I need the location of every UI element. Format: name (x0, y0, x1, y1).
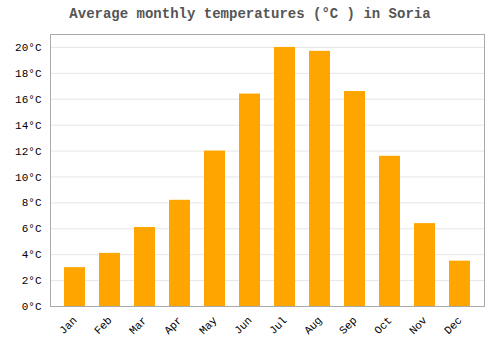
svg-text:0°C: 0°C (22, 301, 42, 313)
svg-text:4°C: 4°C (22, 249, 42, 261)
html-text:Average monthly temperatures (: Average monthly temperatures (°C ) in So… (69, 6, 431, 22)
svg-text:Aug: Aug (302, 314, 324, 336)
svg-text:14°C: 14°C (15, 120, 42, 132)
svg-text:Jul: Jul (267, 314, 289, 336)
svg-text:Dec: Dec (442, 314, 464, 336)
svg-text:2°C: 2°C (22, 275, 42, 287)
svg-text:Sep: Sep (337, 314, 359, 336)
svg-text:Jun: Jun (232, 314, 254, 336)
svg-text:Apr: Apr (162, 314, 184, 336)
svg-text:Nov: Nov (407, 314, 430, 337)
svg-text:May: May (197, 314, 220, 337)
svg-text:Feb: Feb (92, 314, 114, 336)
svg-text:16°C: 16°C (15, 94, 42, 106)
svg-text:10°C: 10°C (15, 171, 42, 183)
svg-text:12°C: 12°C (15, 146, 42, 158)
svg-text:Oct: Oct (372, 314, 394, 336)
svg-text:Jan: Jan (57, 314, 79, 336)
svg-text:18°C: 18°C (15, 68, 42, 80)
svg-text:8°C: 8°C (22, 197, 42, 209)
svg-text:6°C: 6°C (22, 223, 42, 235)
svg-text:20°C: 20°C (15, 42, 42, 54)
svg-text:Mar: Mar (127, 314, 149, 336)
